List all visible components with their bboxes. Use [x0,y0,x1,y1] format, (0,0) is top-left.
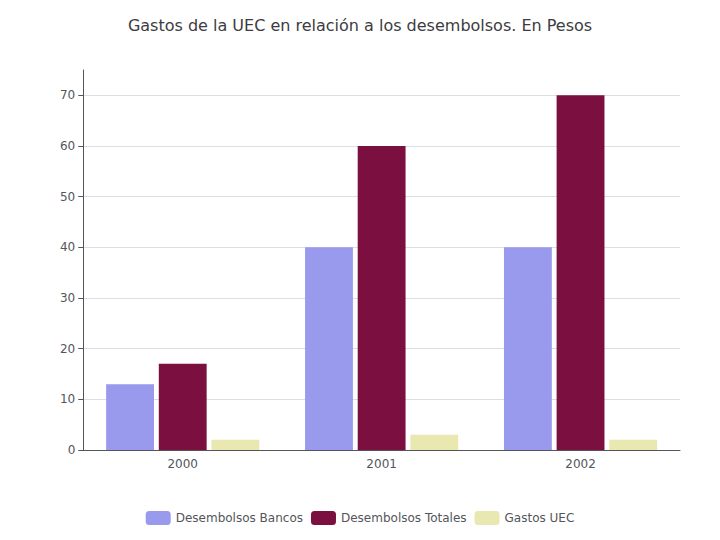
svg-text:20: 20 [60,342,75,356]
svg-text:2000: 2000 [167,457,198,471]
svg-text:Gastos UEC: Gastos UEC [505,511,575,525]
svg-text:Desembolsos Totales: Desembolsos Totales [341,511,467,525]
svg-text:0: 0 [68,443,76,457]
svg-text:2002: 2002 [565,457,596,471]
svg-text:Gastos de la UEC en relación a: Gastos de la UEC en relación a los desem… [128,16,592,35]
svg-text:50: 50 [60,190,75,204]
svg-text:60: 60 [60,139,75,153]
svg-text:30: 30 [60,291,75,305]
svg-text:40: 40 [60,240,75,254]
svg-text:2001: 2001 [366,457,397,471]
svg-text:Desembolsos Bancos: Desembolsos Bancos [176,511,303,525]
svg-text:10: 10 [60,392,75,406]
svg-text:70: 70 [60,88,75,102]
